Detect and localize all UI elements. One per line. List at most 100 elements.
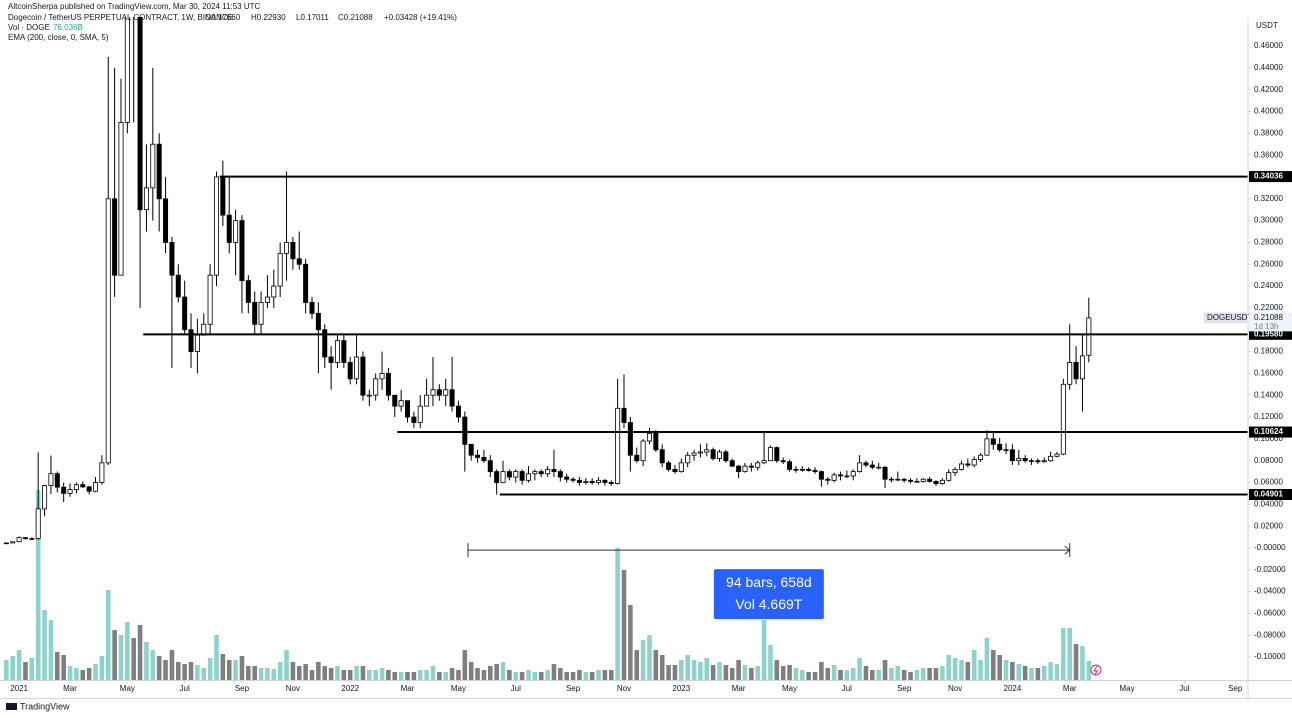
volume-bar	[265, 668, 270, 680]
candle-body	[564, 476, 570, 480]
volume-bar	[870, 670, 875, 680]
candle-body	[124, 17, 130, 123]
volume-bar	[23, 662, 28, 680]
volume-bar	[1029, 668, 1034, 680]
volume-bar	[188, 662, 194, 680]
candle-body	[61, 486, 67, 494]
volume-bar	[277, 662, 283, 680]
candle-body	[933, 481, 939, 484]
candle-body	[54, 473, 60, 488]
volume-bar	[112, 630, 117, 680]
volume-bar	[844, 670, 850, 680]
volume-bar	[226, 660, 232, 680]
volume-bar	[723, 665, 729, 680]
measure-text: Vol 4.669T	[735, 596, 802, 612]
y-tick-label: 0.44000	[1254, 63, 1283, 72]
candle-body	[525, 473, 531, 481]
candle-body	[895, 478, 901, 481]
volume-bar	[965, 662, 971, 680]
measure-box	[713, 569, 824, 620]
volume-bar	[653, 650, 659, 680]
candle-body	[487, 460, 493, 472]
candle-body	[627, 422, 633, 456]
volume-legend-value: 76.036B	[53, 23, 83, 32]
candle-body	[194, 334, 200, 352]
volume-bar	[971, 650, 977, 680]
candle-body	[755, 462, 761, 468]
candle-body	[455, 405, 461, 418]
volume-bar	[768, 645, 773, 680]
volume-bar	[163, 660, 168, 680]
volume-bar	[341, 670, 347, 680]
candle-body	[850, 471, 856, 477]
candle-body	[557, 471, 563, 478]
volume-bar	[882, 660, 888, 680]
volume-bar	[284, 650, 289, 680]
volume-bar	[360, 666, 366, 680]
candle-body	[818, 471, 824, 480]
volume-bar	[596, 670, 601, 680]
candle-body	[347, 362, 353, 380]
candle-body	[869, 464, 875, 468]
measure-text: 94 bars, 658d	[726, 574, 812, 590]
volume-bar	[175, 662, 181, 680]
candle-body	[105, 198, 111, 464]
volume-bar	[392, 672, 398, 680]
event-icon[interactable]	[1090, 664, 1102, 676]
candle-body	[710, 449, 716, 459]
candle-body	[360, 356, 366, 396]
y-tick-label: 0.24000	[1254, 281, 1283, 290]
volume-bar	[1041, 666, 1047, 680]
volume-bar	[577, 670, 582, 680]
candle-body	[825, 478, 831, 481]
volume-bar	[532, 672, 538, 680]
volume-bar	[16, 650, 22, 680]
volume-bar	[1003, 660, 1009, 680]
candle-body	[914, 481, 920, 483]
candle-body	[653, 432, 659, 451]
volume-bar	[749, 668, 754, 680]
candle-body	[264, 296, 270, 303]
volume-bar	[74, 668, 79, 680]
x-tick-label: Nov	[948, 684, 962, 693]
level-label-bg	[1249, 171, 1292, 183]
measure-arrow	[1064, 545, 1071, 555]
candle-body	[86, 486, 92, 492]
volume-bar	[1067, 628, 1073, 680]
volume-bar	[857, 658, 862, 680]
volume-bar	[456, 670, 461, 680]
y-tick-label: 0.38000	[1254, 128, 1283, 137]
x-tick-label: 2024	[1004, 684, 1022, 693]
candle-body	[984, 438, 990, 456]
candle-body	[258, 302, 264, 325]
volume-bar	[449, 668, 455, 680]
candle-body	[1029, 460, 1035, 462]
candle-body	[532, 471, 538, 475]
candle-body	[405, 400, 411, 418]
y-tick-label: 0.16000	[1254, 368, 1283, 377]
candle-body	[640, 440, 646, 462]
last-price-label: 0.21088	[1254, 313, 1283, 322]
candle-body	[207, 274, 213, 325]
candle-body	[1060, 383, 1066, 455]
volume-bar	[876, 670, 881, 680]
x-tick-label: Sep	[566, 684, 581, 693]
volume-bar	[99, 656, 105, 680]
footer-brand: TradingView	[20, 701, 70, 711]
candle-body	[806, 469, 812, 471]
volume-bar	[946, 655, 952, 680]
volume-bar	[35, 490, 41, 680]
volume-bar	[1016, 664, 1022, 680]
candle-body	[481, 456, 487, 462]
candle-body	[837, 474, 843, 477]
level-label: 0.19580	[1254, 329, 1283, 338]
volume-bar	[417, 670, 423, 680]
x-tick-label: May	[1119, 684, 1134, 693]
volume-bar	[564, 672, 569, 680]
volume-bar	[729, 668, 735, 680]
y-tick-label: 0.28000	[1254, 238, 1283, 247]
candle-body	[3, 542, 9, 545]
candle-body	[112, 198, 118, 276]
candle-body	[774, 447, 780, 462]
ohlc-close: C0.21088	[338, 13, 373, 22]
